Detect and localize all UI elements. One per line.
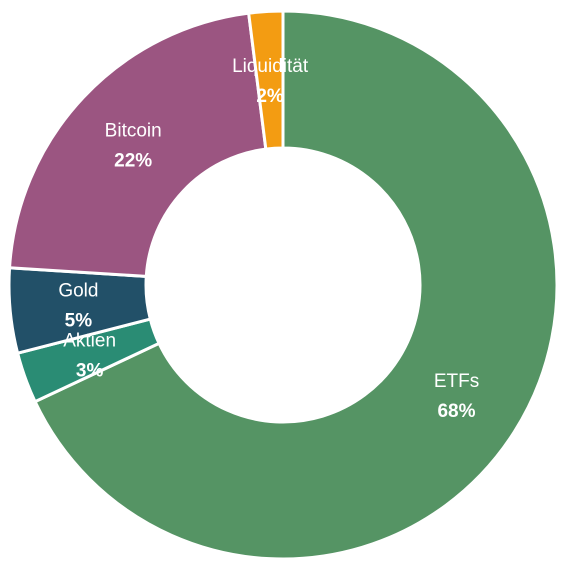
- label-name-liquiditat: Liquidität: [232, 56, 309, 77]
- slice-bitcoin: [7, 11, 268, 278]
- label-value-liquiditat: 2%: [256, 86, 284, 107]
- slice-liquiditat: [246, 9, 285, 151]
- donut-slices: [7, 9, 559, 561]
- label-value-gold: 5%: [65, 310, 93, 331]
- label-value-etfs: 68%: [437, 401, 475, 422]
- label-name-etfs: ETFs: [434, 371, 479, 392]
- label-name-aktien: Aktien: [63, 331, 116, 352]
- label-value-aktien: 3%: [76, 361, 104, 382]
- label-name-gold: Gold: [58, 280, 98, 301]
- label-name-bitcoin: Bitcoin: [105, 120, 162, 141]
- label-value-bitcoin: 22%: [114, 150, 152, 171]
- slice-etfs: [33, 9, 559, 561]
- donut-labels: ETFs 68% Aktien 3% Gold 5% Bitcoin 22% Liquiditä…: [58, 56, 479, 422]
